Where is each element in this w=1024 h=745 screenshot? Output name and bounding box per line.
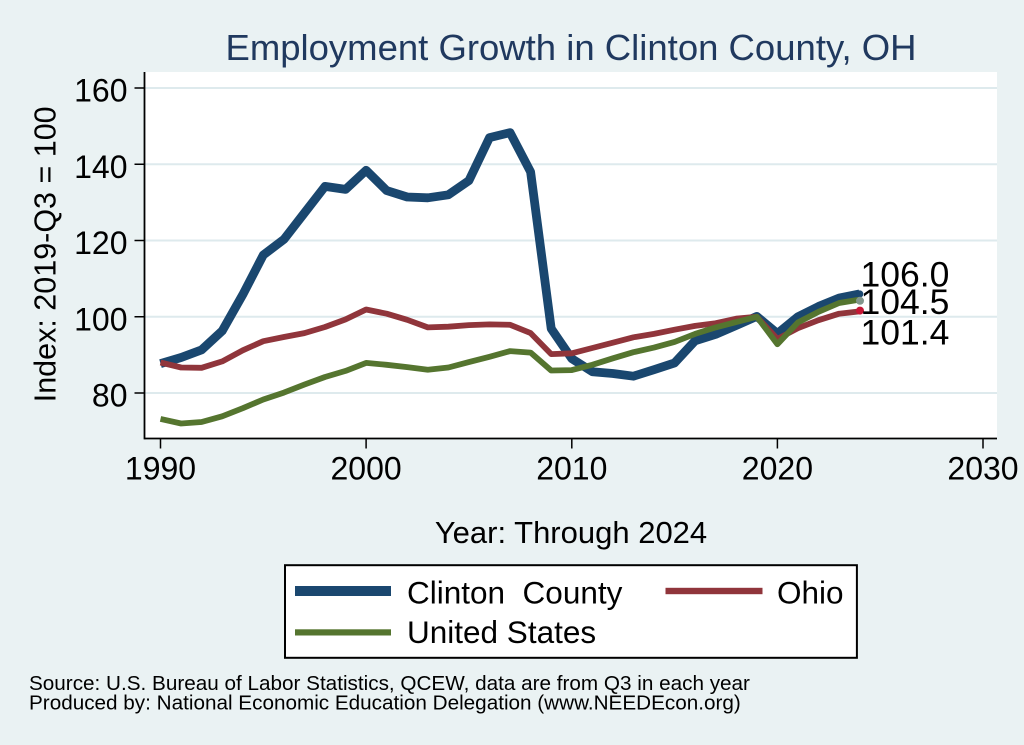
svg-text:120: 120 [74,225,127,261]
svg-text:106.0: 106.0 [861,255,950,295]
svg-text:2010: 2010 [536,451,607,487]
svg-text:100: 100 [74,301,127,337]
svg-text:United States: United States [407,614,596,650]
svg-text:101.4: 101.4 [861,313,950,353]
svg-text:Ohio: Ohio [777,575,844,611]
svg-text:Produced by: National Economic: Produced by: National Economic Education… [29,692,741,715]
svg-text:Year: Through 2024: Year: Through 2024 [435,515,707,550]
svg-text:140: 140 [74,149,127,185]
svg-text:160: 160 [74,73,127,109]
svg-text:2030: 2030 [947,451,1018,487]
svg-text:80: 80 [92,378,128,414]
svg-text:2020: 2020 [742,451,813,487]
svg-text:Employment Growth in Clinton C: Employment Growth in Clinton County, OH [225,27,916,68]
svg-text:Clinton County: Clinton County [407,575,623,611]
svg-text:Source: U.S. Bureau of Labor S: Source: U.S. Bureau of Labor Statistics,… [29,672,750,695]
svg-text:1990: 1990 [125,451,196,487]
svg-text:2000: 2000 [331,451,402,487]
svg-text:Index: 2019-Q3 = 100: Index: 2019-Q3 = 100 [29,106,63,402]
svg-text:104.5: 104.5 [861,282,950,322]
